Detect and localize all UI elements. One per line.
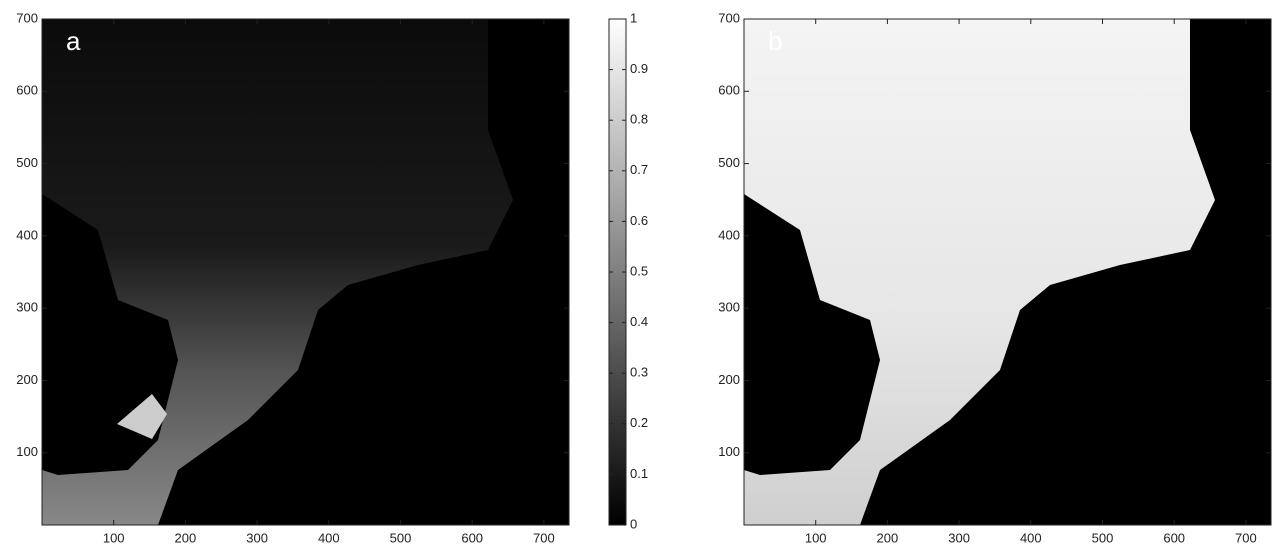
y-tick-label: 400 bbox=[16, 227, 38, 242]
image bbox=[42, 19, 569, 525]
colorbar-tick-label: 1 bbox=[630, 10, 637, 25]
y-tick-label: 300 bbox=[718, 300, 740, 315]
sea-region bbox=[744, 19, 1215, 525]
x-tick-label: 100 bbox=[103, 530, 125, 545]
y-tick-label: 500 bbox=[718, 155, 740, 170]
x-tick-label: 500 bbox=[390, 530, 412, 545]
x-tick-label: 300 bbox=[246, 530, 268, 545]
colorbar-tick-label: 0.7 bbox=[630, 162, 648, 177]
x-tick-label: 600 bbox=[461, 530, 483, 545]
panel-label: b bbox=[768, 26, 782, 56]
colorbar-tick-label: 0.5 bbox=[630, 263, 648, 278]
x-tick-label: 400 bbox=[318, 530, 340, 545]
y-tick-label: 100 bbox=[16, 444, 38, 459]
colorbar-tick-label: 0.9 bbox=[630, 61, 648, 76]
y-tick-label: 200 bbox=[718, 372, 740, 387]
y-tick-label: 600 bbox=[718, 83, 740, 98]
colorbar-tick-label: 0.2 bbox=[630, 415, 648, 430]
colorbar-tick-label: 0.3 bbox=[630, 365, 648, 380]
y-tick-label: 500 bbox=[16, 155, 38, 170]
colorbar-tick-label: 0.1 bbox=[630, 466, 648, 481]
colorbar-tick-label: 0 bbox=[630, 516, 637, 531]
x-tick-label: 600 bbox=[1163, 530, 1185, 545]
frame bbox=[41, 18, 570, 526]
frame bbox=[743, 18, 1272, 526]
colorbar-tick-label: 0.4 bbox=[630, 314, 648, 329]
y-tick-label: 400 bbox=[718, 227, 740, 242]
y-tick-label: 700 bbox=[16, 10, 38, 25]
x-tick-label: 500 bbox=[1092, 530, 1114, 545]
x-tick-label: 200 bbox=[175, 530, 197, 545]
x-tick-label: 700 bbox=[1235, 530, 1257, 545]
x-tick-label: 700 bbox=[533, 530, 555, 545]
x-tick-label: 400 bbox=[1020, 530, 1042, 545]
x-tick-label: 100 bbox=[805, 530, 827, 545]
x-tick-label: 200 bbox=[877, 530, 899, 545]
panel-label: a bbox=[66, 26, 81, 56]
image bbox=[744, 19, 1271, 525]
bright-patch bbox=[117, 394, 167, 439]
y-tick-label: 100 bbox=[718, 444, 740, 459]
sea-region bbox=[42, 19, 513, 525]
y-tick-label: 300 bbox=[16, 300, 38, 315]
y-tick-label: 600 bbox=[16, 83, 38, 98]
x-tick-label: 300 bbox=[948, 530, 970, 545]
y-tick-label: 200 bbox=[16, 372, 38, 387]
colorbar-tick-label: 0.6 bbox=[630, 213, 648, 228]
colorbar-tick-label: 0.8 bbox=[630, 112, 648, 127]
y-tick-label: 700 bbox=[718, 10, 740, 25]
